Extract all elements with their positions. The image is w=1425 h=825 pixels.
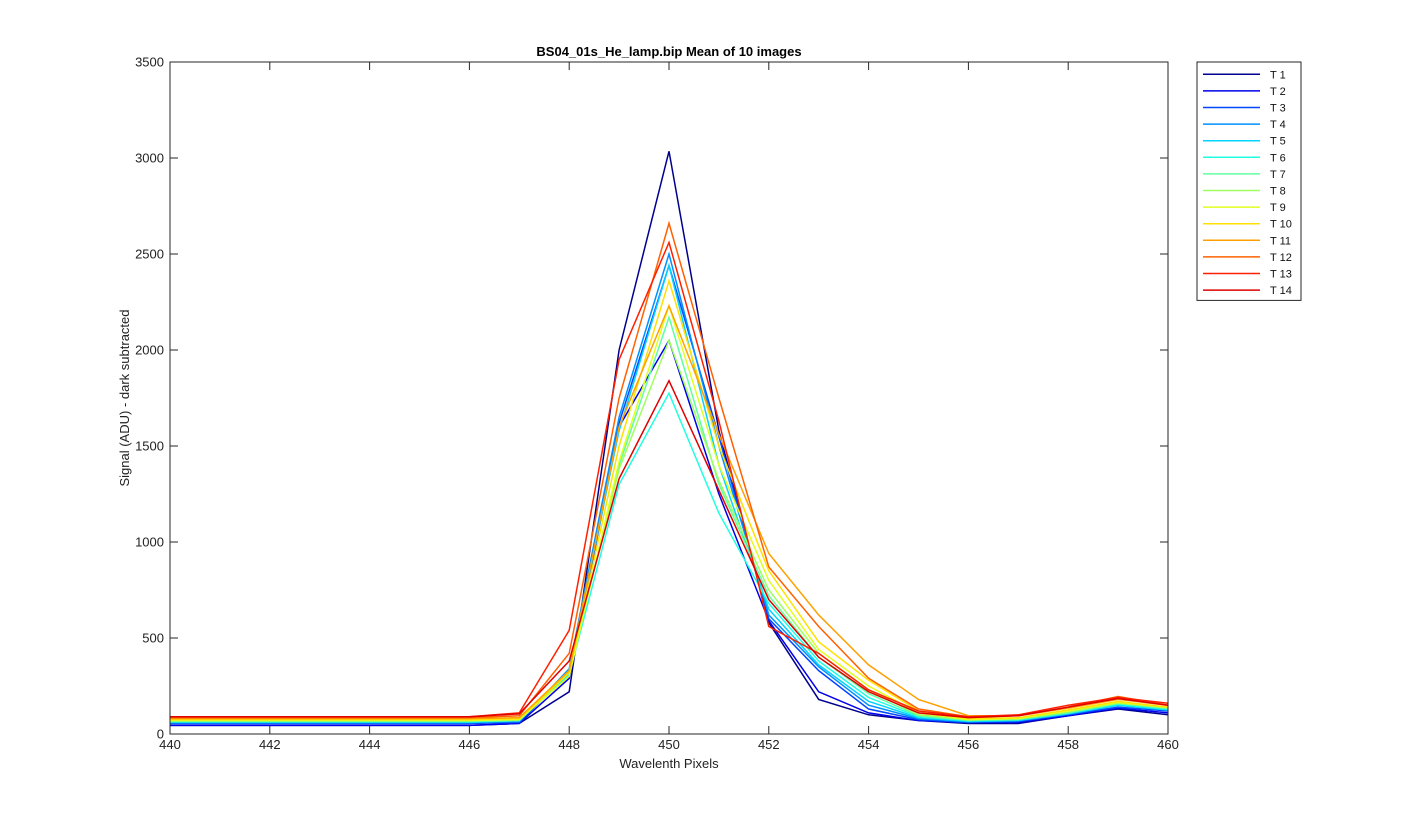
series-line-t5 bbox=[170, 262, 1169, 724]
y-tick-label: 500 bbox=[142, 631, 164, 646]
x-tick-label: 460 bbox=[1157, 737, 1179, 752]
x-tick-label: 456 bbox=[958, 737, 980, 752]
legend-label: T 1 bbox=[1270, 69, 1286, 81]
series-line-t7 bbox=[170, 314, 1169, 723]
y-tick-label: 2500 bbox=[135, 247, 164, 262]
legend-label: T 14 bbox=[1270, 285, 1292, 297]
y-tick-label: 3500 bbox=[135, 55, 164, 70]
legend-label: T 2 bbox=[1270, 86, 1286, 98]
series-line-t10 bbox=[170, 278, 1169, 721]
x-axis-title: Wavelenth Pixels bbox=[619, 756, 719, 771]
x-tick-label: 448 bbox=[558, 737, 580, 752]
x-tick-label: 450 bbox=[658, 737, 680, 752]
y-tick-label: 0 bbox=[157, 727, 164, 742]
legend-label: T 6 bbox=[1270, 152, 1286, 164]
legend-label: T 7 bbox=[1270, 169, 1286, 181]
chart-title: BS04_01s_He_lamp.bip Mean of 10 images bbox=[536, 44, 801, 59]
series-line-t14 bbox=[170, 378, 1169, 719]
y-tick-label: 3000 bbox=[135, 151, 164, 166]
y-tick-label: 1000 bbox=[135, 535, 164, 550]
x-tick-label: 442 bbox=[259, 737, 281, 752]
legend-label: T 11 bbox=[1270, 235, 1291, 247]
legend-label: T 10 bbox=[1270, 219, 1292, 231]
x-tick-label: 454 bbox=[858, 737, 880, 752]
legend-label: T 13 bbox=[1270, 269, 1292, 281]
x-tick-label: 446 bbox=[459, 737, 481, 752]
y-tick-label: 2000 bbox=[135, 343, 164, 358]
legend-label: T 5 bbox=[1270, 136, 1286, 148]
legend: T 1 T 2 T 3 T 4 T 5 T 6 T 7 T 8 T 9 T 10 T 11 T 12 T… bbox=[1196, 61, 1302, 301]
plot-background bbox=[170, 62, 1168, 734]
y-tick-label: 1500 bbox=[135, 439, 164, 454]
legend-label: T 8 bbox=[1270, 186, 1286, 198]
x-tick-label: 458 bbox=[1057, 737, 1079, 752]
x-tick-label: 444 bbox=[359, 737, 381, 752]
y-axis-title: Signal (ADU) - dark subtracted bbox=[117, 309, 132, 486]
legend-label: T 3 bbox=[1270, 103, 1286, 115]
x-tick-label: 452 bbox=[758, 737, 780, 752]
legend-box bbox=[1196, 61, 1302, 301]
legend-label: T 4 bbox=[1270, 119, 1286, 131]
plot-area: 440 442 444 446 448 450 452 454 456 458 460 0 500 100… bbox=[135, 55, 1179, 753]
x-tick-label: 440 bbox=[159, 737, 181, 752]
legend-label: T 12 bbox=[1270, 252, 1292, 264]
legend-label: T 9 bbox=[1270, 202, 1286, 214]
